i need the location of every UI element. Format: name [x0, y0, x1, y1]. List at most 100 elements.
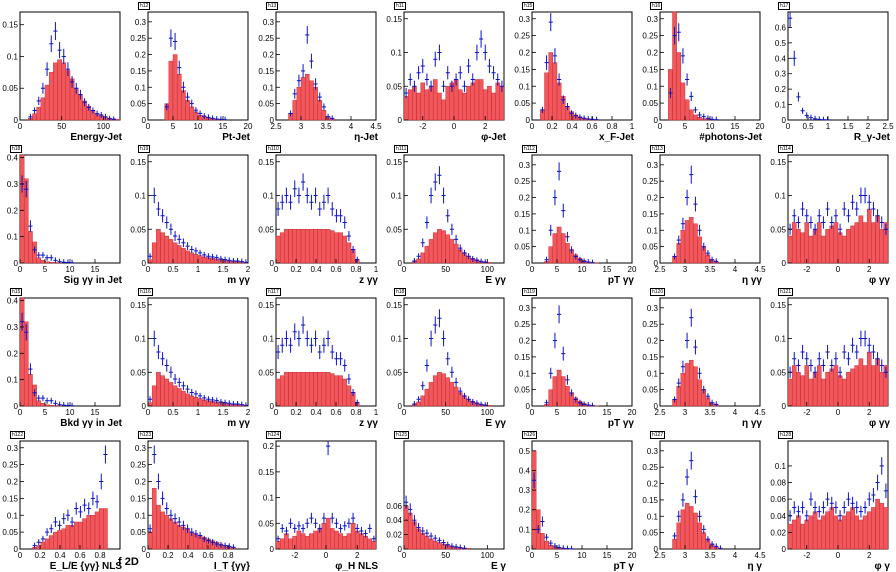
- histogram-panel: 0 5 10 15 20 0 0.05 0.1 0.15 0.2 0.25 0.3 h12 Pt-Jet: [128, 0, 256, 143]
- data-point: [321, 337, 326, 353]
- data-point: [449, 366, 454, 378]
- x-tick-label: 3.5: [704, 265, 716, 274]
- histogram-bar: [821, 378, 826, 407]
- plot-frame: [659, 297, 761, 407]
- histogram-bar: [168, 60, 174, 121]
- histogram-bar: [176, 525, 182, 550]
- histogram-svg: 0 50 100 0 0.02 0.04 0.06: [386, 440, 505, 560]
- histogram-bar: [416, 258, 421, 264]
- data-point: [557, 162, 562, 181]
- data-point: [82, 498, 87, 512]
- histogram-bar: [321, 523, 327, 550]
- histogram-bar: [871, 365, 876, 407]
- x-tick-label: 0.2: [34, 551, 46, 560]
- y-tick-label: 0.15: [130, 158, 146, 167]
- y-tick-label: 0.15: [130, 494, 146, 503]
- data-point: [466, 396, 471, 403]
- data-point: [429, 80, 434, 92]
- data-point: [36, 96, 41, 106]
- y-tick-label: 0.3: [519, 304, 531, 313]
- y-tick-label: 0.25: [514, 177, 530, 186]
- y-tick-label: 0.3: [647, 304, 659, 313]
- data-point: [672, 396, 677, 403]
- data-point: [164, 502, 169, 515]
- data-point: [813, 115, 818, 120]
- histogram-bar: [808, 235, 814, 264]
- data-point: [152, 330, 157, 347]
- histogram-bar: [420, 82, 426, 121]
- histogram-bar: [342, 235, 348, 264]
- data-point: [458, 387, 463, 395]
- y-tick-label: 0.4: [775, 54, 787, 63]
- data-point: [850, 496, 855, 510]
- histogram-bar: [866, 511, 872, 550]
- y-tick-label: 0.05: [386, 225, 402, 234]
- x-tick-label: 4.5: [754, 265, 766, 274]
- x-tick-label: 2: [483, 122, 488, 131]
- data-point: [57, 258, 62, 263]
- data-point: [433, 51, 438, 67]
- histogram-tag: h17: [778, 2, 791, 10]
- histogram-bar: [841, 235, 847, 264]
- y-tick-label: 0.1: [775, 462, 787, 471]
- x-tick-label: 50: [441, 551, 450, 560]
- histogram-tag: h15: [522, 2, 535, 10]
- histogram-bar: [147, 402, 153, 407]
- histogram-svg: 0 0.2 0.4 0.6 0.8 1 0 0.05 0.1 0.15 0.2 0.25 0.3: [514, 11, 635, 131]
- data-point: [548, 540, 553, 547]
- data-point: [582, 258, 587, 263]
- histogram-bar: [65, 525, 71, 550]
- histogram-bar: [172, 385, 178, 407]
- histogram-bar: [61, 528, 67, 550]
- histogram-svg: 0 0.2 0.4 0.6 0.8 0 0.05 0.1 0.15 0.2 0.25 0.3: [2, 440, 121, 560]
- histogram-bar: [103, 508, 108, 550]
- histogram-panel: 0 50 100 0 0.05 0.1 0.15 Energy-Jet: [0, 0, 128, 143]
- x-tick-label: 1: [196, 265, 201, 274]
- data-point: [685, 189, 690, 206]
- data-point: [49, 397, 54, 404]
- data-point: [883, 223, 888, 235]
- data-point: [206, 253, 211, 260]
- histogram-panel: 0 0.2 0.4 0.6 0.8 1 0 0.05 0.1 0.15 h110 z γγ: [256, 143, 384, 286]
- histogram-bar: [445, 377, 451, 407]
- histogram-tag: h15: [10, 288, 23, 296]
- data-point: [156, 201, 161, 217]
- histogram-bar: [420, 252, 426, 264]
- y-tick-label: 0: [526, 259, 531, 268]
- data-point: [45, 254, 50, 261]
- y-tick-label: 0.3: [647, 15, 659, 24]
- data-point: [227, 400, 232, 406]
- histogram-bar: [791, 222, 797, 264]
- y-tick-label: 0.02: [386, 531, 402, 540]
- y-tick-label: 0.05: [258, 519, 274, 528]
- data-point: [420, 238, 425, 248]
- histogram-svg: 0 50 100 0 0.05 0.1 0.15: [386, 154, 505, 274]
- data-point: [586, 115, 591, 120]
- histogram-bar: [883, 222, 889, 264]
- histogram-bar: [816, 222, 822, 264]
- data-point: [317, 201, 322, 217]
- y-tick-label: 0.1: [7, 376, 19, 385]
- x-axis-label: Bkd γγ in Jet: [60, 418, 122, 429]
- histogram-bar: [474, 79, 480, 121]
- y-tick-label: 0.3: [7, 323, 19, 332]
- y-tick-label: 0.2: [647, 480, 659, 489]
- histogram-bar: [829, 507, 835, 550]
- data-point: [28, 220, 33, 232]
- y-tick-label: 0.3: [135, 18, 147, 27]
- histogram-tag: h126: [522, 431, 538, 439]
- data-point: [193, 530, 198, 538]
- data-point: [590, 259, 595, 264]
- data-point: [420, 381, 425, 391]
- x-tick-label: 0.8: [606, 122, 618, 131]
- data-point: [412, 80, 417, 92]
- x-tick-label: 2: [355, 551, 360, 560]
- histogram-bar: [804, 222, 810, 264]
- data-point: [701, 242, 706, 251]
- y-tick-label: 0: [14, 259, 19, 268]
- data-point: [871, 344, 876, 360]
- x-axis-label: E γγ: [485, 418, 506, 429]
- y-tick-label: 0.1: [7, 52, 19, 61]
- data-point: [462, 249, 467, 256]
- data-point: [800, 107, 805, 114]
